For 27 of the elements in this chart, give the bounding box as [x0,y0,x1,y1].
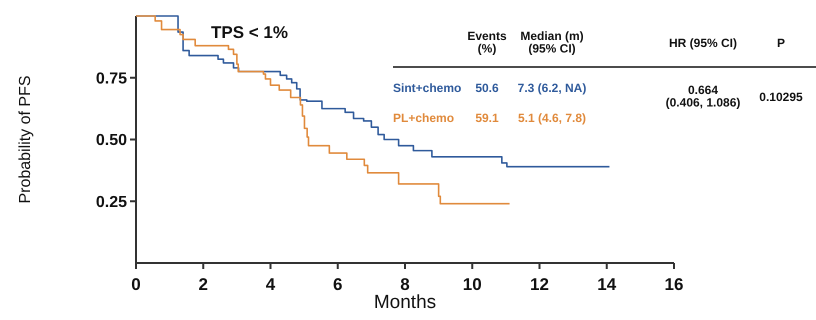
x-tick-label: 6 [333,275,342,294]
annotation: 50.6 [475,81,499,95]
x-tick-label: 16 [664,275,684,294]
annotation: Events (%) [467,29,507,56]
y-tick-label: 0.75 [96,70,128,88]
x-tick-label: 4 [266,275,276,294]
x-tick-label: 0 [131,275,141,294]
text: PL+chemo [393,111,454,125]
x-axis-title: Months [374,292,436,313]
x-tick-label: 14 [597,275,617,294]
y-axis-title: Probability of PFS [17,75,34,204]
annotation: 0.664 (0.406, 1.086) [666,83,740,110]
text: 0.10295 [759,90,804,104]
annotation: Median (m) (95% CI) [520,29,584,56]
chart-title: TPS < 1% [211,23,288,42]
x-tick-label: 10 [462,275,482,294]
annotation: 5.1 (4.6, 7.8) [518,111,586,125]
x-tick-label: 2 [198,275,208,294]
annotation: 59.1 [475,111,499,125]
text: P [776,36,786,50]
x-tick-label: 8 [400,275,410,294]
annotation: HR (95% CI) [668,36,738,50]
x-tick-label: 12 [530,275,549,294]
y-tick-label: 0.50 [96,132,128,150]
text: Sint+chemo [393,81,462,95]
annotation: 7.3 (6.2, NA) [518,81,586,95]
y-tick-label: 0.25 [96,194,128,211]
